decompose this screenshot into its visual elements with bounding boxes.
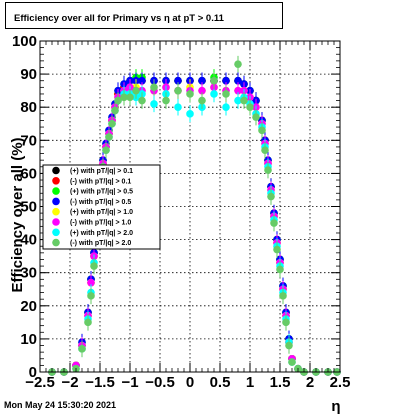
- legend-box: [42, 164, 161, 250]
- x-tick-label: −2.5: [25, 374, 55, 391]
- data-point: [264, 166, 272, 174]
- legend-label: (+) with pT/|q| > 0.5: [70, 189, 133, 196]
- legend-label: (-) with pT/|q| > 1.0: [70, 220, 131, 227]
- data-point: [90, 262, 98, 270]
- data-point: [126, 93, 134, 102]
- data-point: [246, 103, 254, 111]
- data-point: [279, 292, 287, 300]
- legend-marker: [52, 177, 60, 185]
- y-tick-label: 60: [20, 165, 37, 182]
- data-point: [132, 86, 140, 95]
- data-point: [210, 76, 218, 85]
- data-point: [174, 86, 182, 95]
- x-tick-label: −0.5: [145, 374, 175, 391]
- legend-marker: [52, 228, 60, 237]
- data-point: [234, 60, 242, 68]
- data-point: [234, 76, 242, 85]
- y-tick-label: 70: [20, 132, 37, 149]
- data-point: [234, 96, 242, 105]
- y-tick-label: 80: [20, 99, 37, 116]
- x-axis-title: η: [331, 398, 340, 414]
- legend-label: (+) with pT/|q| > 1.0: [70, 209, 133, 216]
- data-point: [261, 146, 269, 155]
- data-point: [102, 146, 110, 155]
- data-point: [222, 90, 230, 98]
- data-point: [186, 90, 194, 98]
- legend-marker: [52, 238, 60, 247]
- y-tick-label: 20: [20, 298, 37, 315]
- y-axis-title: Efficiency over all (%): [9, 137, 26, 292]
- data-point: [174, 103, 182, 111]
- x-tick-label: 1: [246, 374, 254, 391]
- data-point: [162, 96, 170, 105]
- data-point: [111, 106, 119, 115]
- x-tick-label: −1.5: [85, 374, 115, 391]
- legend-entries: (+) with pT/|q| > 0.1 (-) with pT/|q| > 0…: [52, 166, 133, 247]
- y-tick-label: 40: [20, 232, 37, 249]
- data-point: [240, 96, 248, 105]
- data-point: [258, 126, 266, 135]
- title-box: Efficiency over all for Primary vs η at …: [5, 2, 283, 29]
- x-tick-label: 2: [306, 374, 314, 391]
- data-point: [222, 76, 230, 85]
- data-point: [288, 358, 296, 366]
- x-tick-label: 0: [186, 374, 194, 391]
- x-tick-label: −1: [121, 374, 138, 391]
- data-point: [150, 83, 158, 92]
- data-point: [87, 292, 95, 300]
- x-tick-label: 2.5: [330, 374, 351, 391]
- tick-labels: −2.5 −2 −1.5 −1 −0.5 0 0.5 1 1.5 2 2.5 0 10 20 30 40 50 6…: [12, 33, 350, 391]
- data-point: [270, 219, 278, 227]
- legend-label: (+) with pT/|q| > 0.1: [70, 168, 133, 175]
- legend-marker: [52, 207, 60, 216]
- data-point: [222, 103, 230, 111]
- data-point: [252, 113, 260, 121]
- data-point: [138, 76, 146, 85]
- y-tick-label: 10: [20, 331, 37, 348]
- data-point: [285, 341, 293, 350]
- legend-marker: [52, 218, 60, 226]
- data-point: [114, 96, 122, 105]
- y-tick-label: 30: [20, 265, 37, 282]
- timestamp: Mon May 24 15:30:20 2021: [4, 400, 117, 410]
- legend-marker: [52, 187, 60, 195]
- data-point: [282, 318, 290, 327]
- data-point: [186, 110, 194, 118]
- data-point: [273, 245, 281, 254]
- data-point: [108, 119, 116, 128]
- y-tick-label: 0: [29, 364, 37, 381]
- data-point: [138, 96, 146, 105]
- y-tick-label: 90: [20, 66, 37, 83]
- legend-label: (+) with pT/|q| > 2.0: [70, 230, 133, 237]
- legend-marker: [52, 197, 60, 206]
- data-point: [234, 86, 242, 95]
- legend-label: (-) with pT/|q| > 2.0: [70, 240, 131, 247]
- data-point: [105, 133, 113, 141]
- data-point: [210, 90, 218, 98]
- y-tick-label: 50: [20, 199, 37, 216]
- legend-label: (-) with pT/|q| > 0.1: [70, 178, 131, 185]
- data-point: [276, 265, 284, 274]
- legend-label: (-) with pT/|q| > 0.5: [70, 199, 131, 206]
- x-tick-label: 1.5: [270, 374, 291, 391]
- data-point: [84, 318, 92, 327]
- x-tick-label: 0.5: [210, 374, 231, 391]
- data-point: [87, 278, 95, 287]
- chart-title: Efficiency over all for Primary vs η at …: [14, 13, 224, 24]
- y-tick-label: 100: [12, 33, 37, 50]
- data-point: [150, 100, 158, 108]
- data-point: [198, 76, 206, 85]
- data-point: [120, 93, 128, 102]
- legend: (+) with pT/|q| > 0.1 (-) with pT/|q| > 0…: [42, 164, 161, 250]
- data-point: [267, 192, 275, 201]
- data-point: [198, 96, 206, 105]
- data-point: [78, 345, 86, 353]
- x-tick-label: −2: [61, 374, 78, 391]
- data-point: [198, 86, 206, 95]
- data-point: [174, 76, 182, 85]
- legend-marker: [52, 166, 60, 175]
